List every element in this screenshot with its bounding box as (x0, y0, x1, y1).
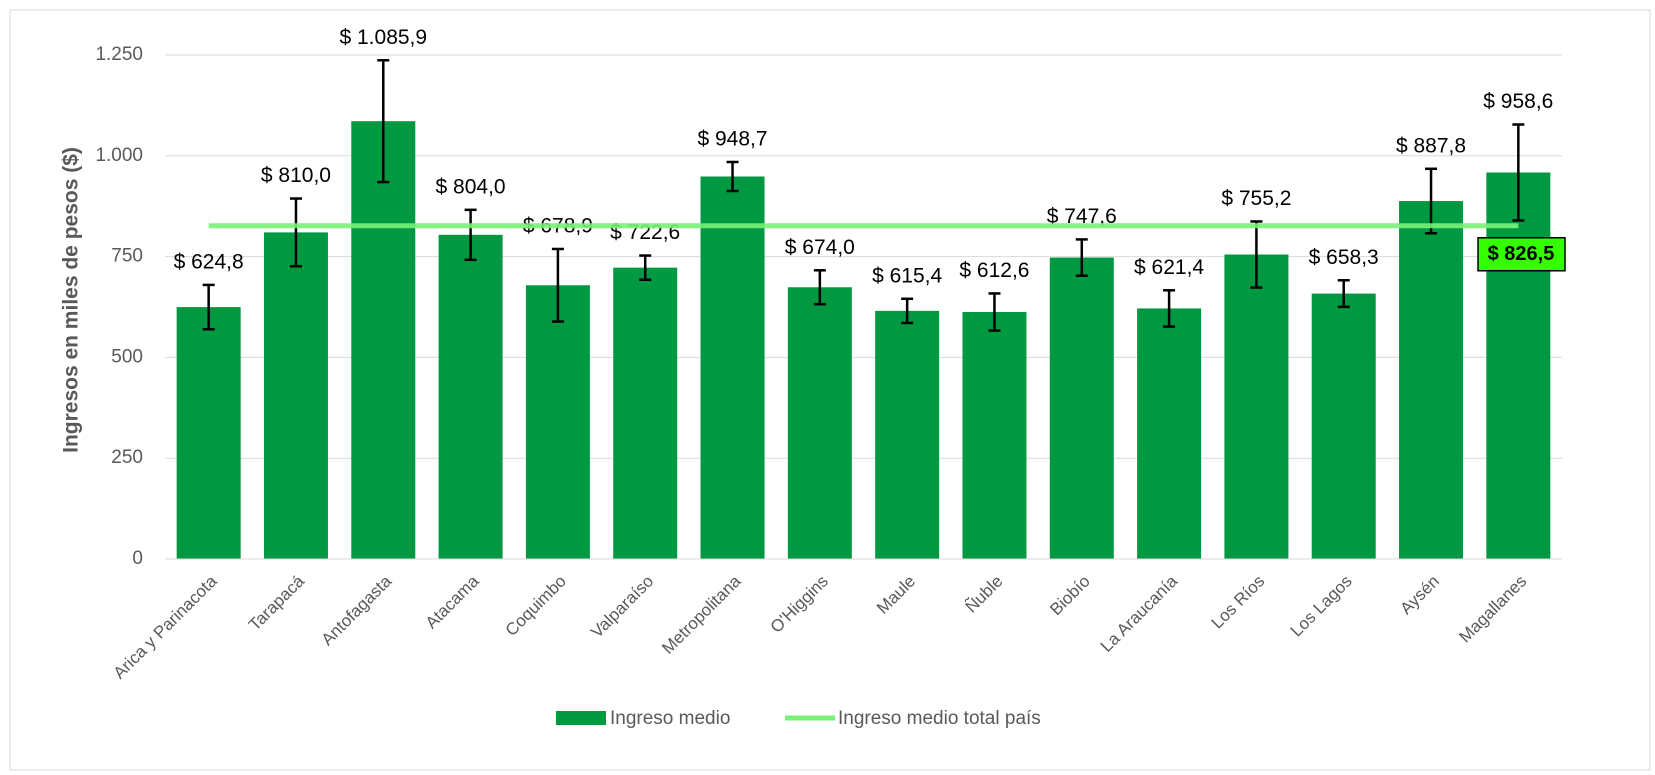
x-tick-label: Valparaíso (587, 572, 657, 642)
error-bar (726, 160, 739, 193)
x-tick-label: O'Higgins (767, 572, 832, 637)
value-label: $ 804,0 (436, 175, 506, 198)
value-label: $ 612,6 (959, 259, 1029, 282)
legend-label: Ingreso medio (610, 708, 730, 729)
x-tick-label: Tarapacá (245, 571, 308, 634)
bar (875, 310, 940, 559)
bar (263, 232, 328, 559)
error-bar (639, 254, 652, 281)
bar (1399, 201, 1464, 559)
error-bar (1512, 123, 1525, 222)
bar (525, 285, 590, 559)
x-tick-label: Antofagasta (318, 571, 396, 649)
bar (1224, 254, 1289, 559)
x-tick-label: Biobío (1046, 572, 1094, 620)
bar (1049, 257, 1114, 559)
y-tick-label: 750 (111, 246, 143, 267)
x-tick-label: Atacama (422, 571, 483, 632)
bar (700, 176, 765, 559)
y-tick-label: 1.000 (95, 145, 143, 166)
bar (351, 121, 416, 559)
bar (1137, 308, 1202, 559)
error-bar (464, 208, 477, 262)
x-tick-label: Maule (873, 572, 919, 618)
legend-label: Ingreso medio total país (838, 708, 1041, 729)
value-label: $ 615,4 (872, 264, 942, 287)
bar (438, 234, 503, 559)
value-label: $ 624,8 (174, 250, 244, 273)
error-bar (1163, 289, 1176, 328)
value-label: $ 658,3 (1309, 246, 1379, 269)
bar (613, 267, 678, 559)
x-tick-label: Coquimbo (502, 572, 570, 640)
y-axis-title: Ingresos en miles de pesos ($) (60, 147, 83, 453)
x-tick-label: Arica y Parinacota (110, 571, 221, 682)
error-bar (1337, 279, 1350, 309)
y-tick-label: 0 (132, 548, 143, 569)
bar (1486, 172, 1551, 559)
x-tick-label: Aysén (1396, 572, 1443, 619)
value-label: $ 621,4 (1134, 256, 1204, 279)
error-bar (202, 283, 215, 331)
reference-label: $ 826,5 (1488, 243, 1555, 265)
error-bar (901, 297, 914, 325)
value-label: $ 747,6 (1047, 205, 1117, 228)
legend-swatch (556, 711, 606, 725)
x-tick-label: Magallanes (1455, 572, 1530, 647)
error-bar (377, 59, 390, 184)
bar (1311, 293, 1376, 559)
error-bar (1075, 238, 1088, 277)
error-bar (813, 269, 826, 306)
error-bar (289, 197, 302, 268)
value-label: $ 958,6 (1483, 90, 1553, 113)
y-tick-label: 1.250 (95, 44, 143, 65)
x-tick-label: Metropolitana (658, 571, 745, 658)
error-bar (551, 247, 564, 323)
bar (787, 287, 852, 559)
x-tick-label: Los Ríos (1208, 572, 1269, 633)
bar (176, 307, 241, 559)
x-tick-label: Ñuble (962, 572, 1007, 617)
value-label: $ 674,0 (785, 236, 855, 259)
y-tick-label: 500 (111, 346, 143, 367)
error-bar (988, 292, 1001, 332)
value-label: $ 1.085,9 (339, 26, 427, 49)
bar (962, 311, 1027, 559)
value-label: $ 810,0 (261, 164, 331, 187)
y-tick-label: 250 (111, 447, 143, 468)
chart-border (9, 9, 1651, 771)
value-label: $ 887,8 (1396, 134, 1466, 157)
x-tick-label: Los Lagos (1287, 572, 1356, 641)
value-label: $ 755,2 (1221, 187, 1291, 210)
x-tick-label: La Araucanía (1097, 571, 1182, 656)
value-label: $ 948,7 (697, 128, 767, 151)
error-bar (1425, 167, 1438, 235)
error-bar (1250, 220, 1263, 289)
reference-label-box (1477, 237, 1566, 272)
